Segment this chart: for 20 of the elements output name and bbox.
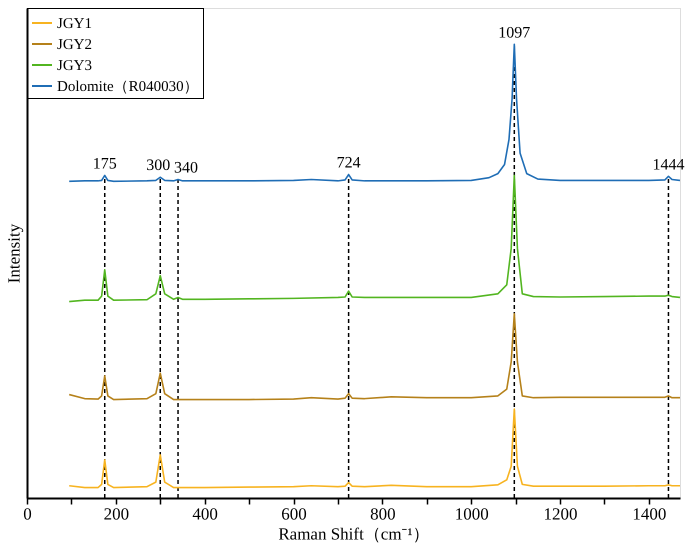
- ref-line-label: 340: [174, 160, 198, 176]
- x-tick-label: 400: [192, 504, 218, 524]
- ref-line-label: 300: [146, 157, 170, 174]
- x-tick-label: 0: [23, 504, 32, 524]
- ref-line-label: 724: [336, 154, 361, 172]
- legend-label: JGY2: [57, 37, 92, 53]
- legend-label: Dolomite（R040030）: [57, 79, 199, 95]
- x-tick-label: 1200: [544, 504, 578, 524]
- ref-line-label: 1444: [652, 156, 684, 174]
- legend-label: JGY1: [57, 16, 92, 32]
- x-tick-label: 200: [104, 504, 130, 524]
- x-axis-title: Raman Shift（cm⁻¹）: [278, 524, 430, 544]
- x-tick-label: 1000: [454, 504, 489, 524]
- ref-line-label: 175: [92, 155, 117, 172]
- x-tick-label: 600: [281, 504, 307, 524]
- ref-line-label: 1097: [498, 24, 530, 42]
- legend-label: JGY3: [57, 58, 92, 74]
- x-tick-label: 1400: [632, 504, 666, 524]
- y-axis-title: Intensity: [4, 223, 24, 284]
- x-tick-label: 800: [370, 504, 396, 524]
